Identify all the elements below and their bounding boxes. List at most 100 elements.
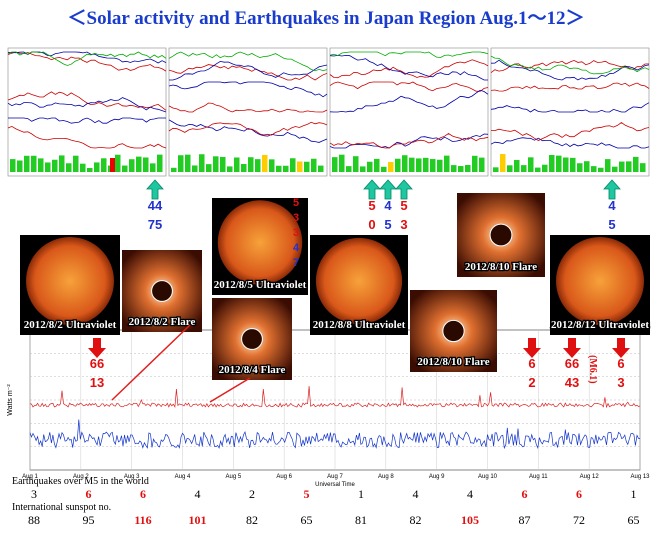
kp-bar xyxy=(612,166,618,172)
trace xyxy=(490,55,650,75)
image-caption: 2012/8/5 Ultraviolet xyxy=(214,279,307,291)
y-axis-label: Watts m⁻² xyxy=(7,384,14,416)
x-tick-label: Aug 5 xyxy=(225,474,241,480)
kp-bar xyxy=(304,161,310,172)
kp-bar xyxy=(591,166,597,172)
row-value: 4 xyxy=(195,487,201,501)
pointer xyxy=(111,324,191,401)
trace xyxy=(490,102,650,113)
row-value: 72 xyxy=(573,513,585,527)
kp-bar xyxy=(346,166,352,172)
kp-bar xyxy=(633,156,639,172)
image-caption: 2012/8/12 Ultraviolet xyxy=(551,319,649,331)
occulter xyxy=(442,319,465,343)
sun xyxy=(556,237,644,325)
marker-number: 4 xyxy=(608,198,616,213)
trace xyxy=(329,89,489,113)
images: 2012/8/2 Ultraviolet 2012/8/2 Flare 2012/8… xyxy=(20,193,651,403)
row-value: 4 xyxy=(413,487,419,501)
trace xyxy=(7,91,167,111)
kp-bar xyxy=(444,155,450,172)
trace xyxy=(8,117,166,124)
x-tick-label: Aug 10 xyxy=(478,474,498,480)
marker-number: 5 xyxy=(384,217,391,232)
kp-bar xyxy=(227,166,233,172)
image-caption: 2012/8/10 Flare xyxy=(465,261,537,273)
kp-bar xyxy=(38,158,44,172)
row-value: 116 xyxy=(134,513,151,527)
kp-bar xyxy=(465,164,471,172)
kp-bar xyxy=(402,155,408,172)
row-value: 101 xyxy=(189,513,207,527)
marker-number: 75 xyxy=(148,217,162,232)
kp-bar xyxy=(150,163,156,172)
kp-bar xyxy=(556,155,562,172)
kp-bar xyxy=(31,155,37,172)
row-value: 6 xyxy=(140,487,146,501)
kp-bar xyxy=(52,159,58,172)
kp-bar xyxy=(206,164,212,172)
row-value: 3 xyxy=(31,487,37,501)
row-value: 5 xyxy=(304,487,310,501)
kp-bar xyxy=(192,165,198,172)
arrow xyxy=(612,338,630,358)
marker-number: 5 xyxy=(608,217,615,232)
occulter xyxy=(489,223,513,247)
trace xyxy=(168,102,328,113)
kp-bar xyxy=(213,156,219,172)
marker-number: 2 xyxy=(528,375,535,390)
kp-bar xyxy=(332,157,338,172)
marker-number: 13 xyxy=(90,375,104,390)
kp-bar xyxy=(234,157,240,172)
kp-bar xyxy=(437,159,443,172)
kp-bar xyxy=(619,161,625,172)
kp-bar xyxy=(94,162,100,172)
image-caption: 2012/8/2 Flare xyxy=(129,316,196,328)
occulter xyxy=(151,280,173,302)
marker-number: 3 xyxy=(293,212,299,224)
kp-bar xyxy=(157,154,163,172)
kp-bar xyxy=(241,163,247,172)
image-caption: 2012/8/4 Flare xyxy=(219,364,286,376)
kp-bar xyxy=(535,167,541,172)
xray-trace xyxy=(29,419,641,450)
row-value: 1 xyxy=(631,487,637,501)
trace xyxy=(7,125,167,149)
trace xyxy=(329,51,489,58)
kp-bar xyxy=(101,158,107,172)
kp-bar xyxy=(507,165,513,172)
kp-bar xyxy=(66,163,72,172)
trace xyxy=(168,64,328,81)
x-tick-label: Aug 8 xyxy=(378,474,394,480)
xray-trace xyxy=(29,386,641,409)
kp-bar xyxy=(458,166,464,172)
kp-bar xyxy=(59,155,65,172)
arrow xyxy=(523,338,541,358)
trace xyxy=(490,59,650,74)
trace xyxy=(490,137,650,149)
kp-bar xyxy=(199,154,205,172)
kp-bar xyxy=(110,158,115,172)
row-value: 81 xyxy=(355,513,367,527)
sun xyxy=(315,237,403,325)
kp-bar xyxy=(269,159,275,172)
arrow xyxy=(88,338,106,358)
kp-bar xyxy=(388,162,394,172)
trace xyxy=(329,133,489,149)
kp-bar xyxy=(367,161,373,172)
kp-bar xyxy=(360,166,366,172)
x-axis-label: Universal Time xyxy=(315,482,355,488)
marker-number: 5 xyxy=(368,198,375,213)
arrow xyxy=(563,338,581,358)
row-value: 65 xyxy=(301,513,313,527)
x-tick-label: Aug 6 xyxy=(276,474,292,480)
kp-bar xyxy=(290,158,296,172)
kp-bar xyxy=(143,157,149,172)
trace xyxy=(7,51,167,72)
kp-bar xyxy=(311,158,317,172)
x-tick-label: Aug 2 xyxy=(73,474,89,480)
panel xyxy=(329,47,489,177)
kp-bar xyxy=(577,163,583,172)
kp-bar xyxy=(542,164,548,172)
marker-number: 6 xyxy=(528,356,535,371)
